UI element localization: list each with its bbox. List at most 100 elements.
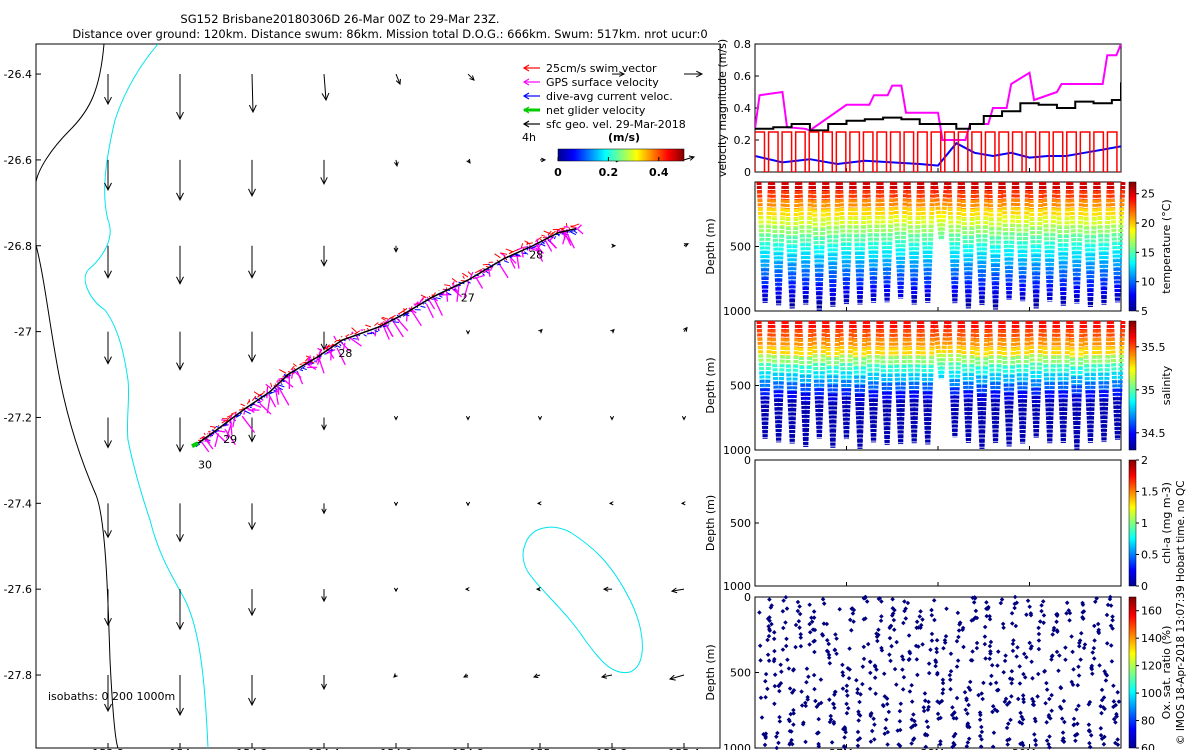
swim-vector xyxy=(217,424,220,427)
oxygen-point xyxy=(974,640,980,646)
oxygen-point xyxy=(1029,696,1035,702)
oxygen-point xyxy=(1099,687,1105,693)
oxygen-point xyxy=(807,621,812,627)
oxygen-point xyxy=(1050,632,1055,637)
oxygen-point xyxy=(831,721,837,726)
oxygen-point xyxy=(844,701,849,707)
oxygen-point xyxy=(1018,710,1023,716)
oxygen-point xyxy=(769,621,774,627)
swim-vector xyxy=(263,390,266,393)
legend-label: net glider velocity xyxy=(546,104,646,117)
oxygen-point xyxy=(850,611,856,616)
oxygen-point xyxy=(1076,703,1081,708)
oxygen-point xyxy=(1041,613,1047,618)
current-arrow xyxy=(610,328,615,334)
oxygen-point xyxy=(1040,599,1046,604)
swim-vector xyxy=(365,324,371,328)
gps-velocity-vector xyxy=(278,387,290,406)
oxygen-point xyxy=(999,597,1005,602)
swim-vector xyxy=(351,327,357,333)
oxygen-point xyxy=(1009,621,1015,626)
oxygen-point xyxy=(850,606,855,611)
oxygen-point xyxy=(905,600,911,606)
oxygen-point xyxy=(1029,644,1034,649)
oxygen-point xyxy=(909,683,914,688)
current-arrowhead xyxy=(248,354,256,363)
oxygen-point xyxy=(1021,671,1026,677)
oxygen-point xyxy=(993,680,999,685)
oxygen-point xyxy=(1020,742,1026,748)
oxygen-point xyxy=(929,638,935,643)
oxygen-point xyxy=(818,677,824,682)
figure-title-line-2: Distance over ground: 120km. Distance sw… xyxy=(72,27,708,41)
temperature-colorbar-tick-label: 25 xyxy=(1141,188,1155,201)
oxygen-point xyxy=(840,670,845,675)
oxygen-point xyxy=(951,740,956,746)
swim-vector xyxy=(292,363,297,367)
gps-velocity-vector xyxy=(425,303,434,319)
gps-velocity-vector xyxy=(516,254,520,269)
oxygen-point xyxy=(840,686,846,691)
oxygen-point xyxy=(803,703,809,709)
gps-velocity-vector xyxy=(498,263,509,279)
oxygen-point xyxy=(885,742,890,747)
gps-velocity-vector xyxy=(445,290,449,302)
oxygen-point xyxy=(757,610,762,615)
current-arrowhead xyxy=(321,508,327,515)
current-arrowhead xyxy=(321,596,327,603)
current-arrowhead xyxy=(321,683,327,691)
current-arrow xyxy=(176,74,184,121)
oxygen-point xyxy=(825,649,831,655)
swim-vector xyxy=(240,403,246,407)
gps-velocity-vector xyxy=(214,433,219,448)
chlorophyll-colorbar-tick-label: 0.5 xyxy=(1141,549,1159,562)
oxygen-point xyxy=(860,664,866,669)
current-arrow xyxy=(681,415,687,421)
oxygen-point xyxy=(786,717,792,722)
chlorophyll-y-tick-label: 0 xyxy=(744,454,751,467)
map-axes-frame xyxy=(35,43,721,749)
gps-velocity-vector xyxy=(384,318,390,324)
map-y-tick-label: -27.4 xyxy=(4,497,32,510)
chlorophyll-y-tick-label: 500 xyxy=(730,517,751,530)
salinity-colorbar xyxy=(1128,320,1137,451)
swim-vector xyxy=(451,278,458,283)
oxygen-point xyxy=(882,694,888,699)
oxygen-point xyxy=(1075,721,1080,727)
chlorophyll-panel-frame xyxy=(754,459,1122,587)
current-arrow xyxy=(668,674,685,681)
oxygen-point xyxy=(879,645,884,651)
current-arrowhead xyxy=(104,182,112,192)
current-arrow xyxy=(176,159,184,202)
gps-velocity-vector xyxy=(325,349,336,355)
gps-velocity-vector xyxy=(282,378,294,388)
oxygen-point xyxy=(1012,601,1017,607)
oxygen-point xyxy=(987,643,993,649)
oxygen-point xyxy=(1108,603,1114,608)
temperature-y-tick-label: 500 xyxy=(730,241,751,254)
gps-velocity-vector xyxy=(266,397,271,414)
oxygen-point xyxy=(933,663,938,669)
oxygen-point xyxy=(1070,682,1076,688)
current-arrowhead xyxy=(248,522,256,531)
swim-vector xyxy=(230,411,237,415)
oxygen-point xyxy=(784,606,790,611)
current-arrowhead xyxy=(393,587,399,593)
current-arrowhead xyxy=(680,501,686,506)
current-vector xyxy=(244,410,251,415)
current-arrowhead xyxy=(668,674,676,681)
current-vector xyxy=(568,230,574,233)
velocity-y-tick-label: 0.2 xyxy=(734,134,752,147)
current-vector xyxy=(523,251,529,255)
current-arrowhead xyxy=(320,177,328,186)
oxygen-point xyxy=(1071,716,1077,722)
map-x-tick-label: 154.2 xyxy=(236,747,268,750)
current-arrowhead xyxy=(536,501,542,506)
colorbar-ticks: 0 0.2 0.4 xyxy=(554,157,669,179)
current-arrow xyxy=(248,675,256,707)
gps-velocity-vector xyxy=(409,307,422,327)
oxygen-point xyxy=(973,608,979,614)
oxygen-point xyxy=(942,640,948,645)
oxygen-point xyxy=(1079,630,1084,636)
